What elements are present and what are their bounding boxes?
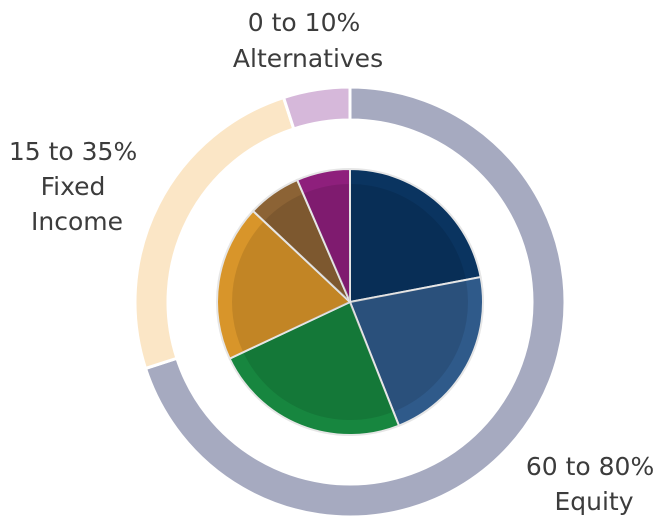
label-alternatives-range: 0 to 10% xyxy=(248,8,360,37)
label-alternatives: 0 to 10% Alternatives xyxy=(233,8,383,73)
pie-slice-shade xyxy=(264,194,350,302)
pie-slice xyxy=(295,167,351,303)
ring-segment-alternatives xyxy=(281,85,352,131)
pie-slice-shade xyxy=(350,184,466,302)
label-equity-name: Equity xyxy=(554,487,633,516)
label-equity-range: 60 to 80% xyxy=(526,452,654,481)
inner-pie xyxy=(216,167,484,436)
outer-ring xyxy=(133,85,567,519)
pie-slice-shade xyxy=(350,281,468,412)
label-alternatives-name: Alternatives xyxy=(233,44,383,73)
pie-slice xyxy=(349,167,482,304)
label-fixed-income-name-2: Income xyxy=(31,207,123,236)
label-fixed-income-name-1: Fixed xyxy=(41,172,106,201)
pie-slice xyxy=(216,209,352,360)
label-equity: 60 to 80% Equity xyxy=(526,452,662,516)
label-fixed-income-range: 15 to 35% xyxy=(9,137,137,166)
pie-slice xyxy=(228,300,401,436)
ring-segment-equity xyxy=(143,85,567,519)
pie-slice-shade xyxy=(231,222,350,352)
pie-slice xyxy=(348,275,484,427)
pie-slice-shade xyxy=(243,302,393,420)
label-fixed-income: 15 to 35% Fixed Income xyxy=(9,137,145,236)
pie-slice-shade xyxy=(304,184,350,302)
